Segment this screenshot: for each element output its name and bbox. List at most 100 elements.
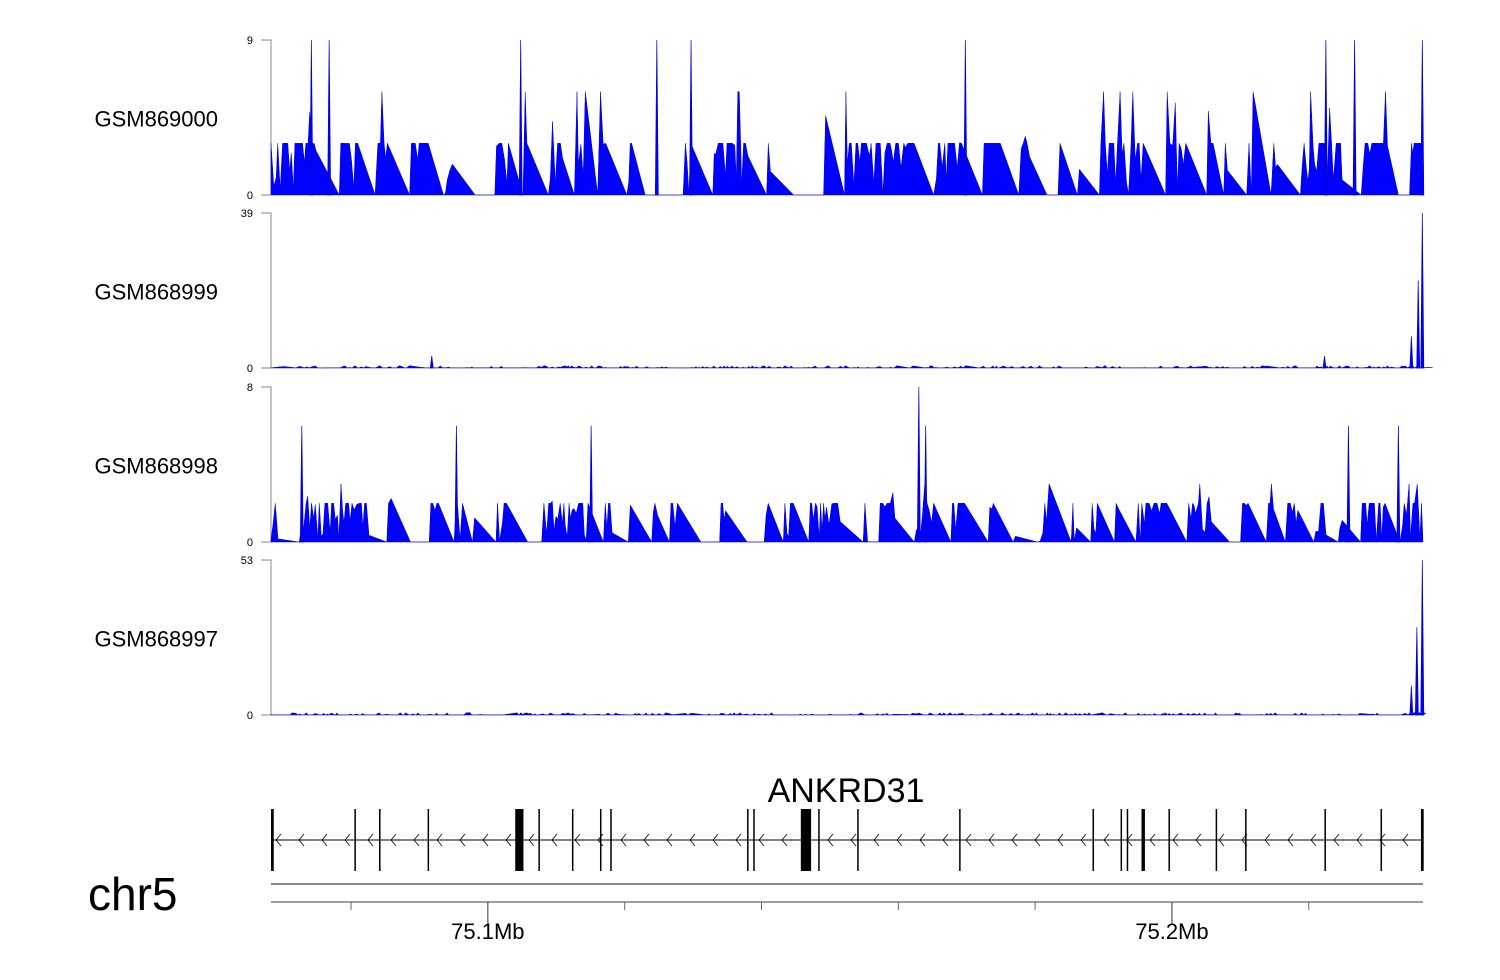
strand-arrow <box>712 833 719 847</box>
signal-peak <box>1420 212 1425 369</box>
signal-peak <box>1420 39 1425 196</box>
strand-arrow <box>413 833 420 847</box>
strand-arrow <box>436 833 443 847</box>
strand-arrow <box>344 833 351 847</box>
signal-peak <box>518 39 523 196</box>
signal-peak <box>1414 627 1419 716</box>
strand-arrow <box>1402 833 1409 847</box>
signal-peak <box>963 39 968 196</box>
track-label: GSM868999 <box>94 280 218 305</box>
strand-arrow <box>988 833 995 847</box>
y-max-label: 53 <box>241 555 253 567</box>
exon <box>271 809 274 871</box>
exon <box>1120 809 1123 871</box>
gene-track: ANKRD31 <box>271 772 1424 871</box>
strand-arrow <box>574 833 581 847</box>
exon <box>818 809 820 871</box>
strand-arrow <box>1011 833 1018 847</box>
exon <box>857 809 859 871</box>
signal-peak <box>689 39 693 196</box>
signal-peak <box>1396 425 1401 543</box>
signal-peak <box>916 386 921 543</box>
strand-arrow <box>1356 833 1363 847</box>
y-axis <box>261 212 272 369</box>
strand-arrow <box>1034 833 1041 847</box>
y-min-label: 0 <box>247 363 253 375</box>
signal-peak <box>1324 39 1328 196</box>
strand-arrow <box>1149 833 1156 847</box>
strand-arrow <box>1379 833 1386 847</box>
major-tick-label: 75.1Mb <box>451 919 524 944</box>
strand-arrow <box>850 833 857 847</box>
track-label: GSM869000 <box>94 107 218 132</box>
signal-peak <box>1416 280 1421 369</box>
data-tracks: GSM86900090GSM868999390GSM86899880GSM868… <box>94 35 1433 722</box>
exon <box>354 809 356 871</box>
strand-arrow <box>1195 833 1202 847</box>
signal-peak <box>1352 39 1357 196</box>
y-axis <box>261 39 272 196</box>
strand-arrow <box>666 833 673 847</box>
exon <box>959 809 961 871</box>
strand-arrow <box>781 833 788 847</box>
strand-arrow <box>1172 833 1179 847</box>
exon <box>538 809 540 871</box>
exon <box>1092 809 1095 871</box>
strand-arrow <box>551 833 558 847</box>
signal-peak <box>654 39 659 196</box>
exon <box>1168 809 1170 871</box>
strand-arrow <box>1264 833 1271 847</box>
exon <box>571 809 574 871</box>
track-label: GSM868997 <box>94 627 218 652</box>
exon <box>515 809 524 871</box>
strand-arrow <box>1080 833 1087 847</box>
exon <box>747 809 749 871</box>
chromosome-label: chr5 <box>88 868 177 920</box>
strand-arrow <box>1310 833 1317 847</box>
y-axis <box>261 386 272 543</box>
strand-arrow <box>1333 833 1340 847</box>
exon <box>1245 809 1247 871</box>
strand-arrow <box>1287 833 1294 847</box>
signal-area <box>270 365 1433 369</box>
signal-peak <box>1420 559 1425 716</box>
track-gsm868999: GSM868999 39 0 <box>94 208 1433 375</box>
signal-peak <box>299 425 304 543</box>
strand-arrow <box>735 833 742 847</box>
signal-area <box>270 712 1427 716</box>
strand-arrow <box>1218 833 1225 847</box>
y-axis <box>261 559 272 716</box>
strand-arrow <box>689 833 696 847</box>
signal-peak <box>923 425 928 543</box>
signal-peak <box>327 39 332 196</box>
y-max-label: 39 <box>241 208 253 220</box>
signal-area <box>270 91 1424 196</box>
strand-arrow <box>965 833 972 847</box>
signal-peak <box>1409 336 1414 369</box>
y-max-label: 8 <box>247 382 253 394</box>
strand-arrow <box>896 833 903 847</box>
strand-arrow <box>505 833 512 847</box>
strand-arrow <box>482 833 489 847</box>
major-tick-label: 75.2Mb <box>1135 919 1208 944</box>
strand-arrow <box>390 833 397 847</box>
y-max-label: 9 <box>247 35 253 47</box>
exon <box>1380 809 1383 871</box>
y-min-label: 0 <box>247 537 253 549</box>
track-label: GSM868998 <box>94 454 218 479</box>
genome-axis: chr5 75.1Mb 75.2Mb <box>88 868 1423 944</box>
strand-arrow <box>321 833 328 847</box>
strand-arrow <box>919 833 926 847</box>
track-gsm868998: GSM868998 8 0 <box>94 382 1424 549</box>
signal-peak <box>589 425 594 543</box>
strand-arrow <box>620 833 627 847</box>
exon <box>610 809 612 871</box>
strand-arrow <box>275 833 282 847</box>
strand-arrow <box>942 833 949 847</box>
signal-area <box>270 483 1424 543</box>
exon <box>427 809 430 871</box>
exon <box>1324 809 1326 871</box>
signal-peak <box>454 425 459 543</box>
track-gsm869000: GSM869000 9 0 <box>94 35 1425 202</box>
